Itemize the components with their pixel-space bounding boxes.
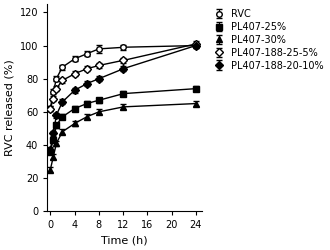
Legend: RVC, PL407-25%, PL407-30%, PL407-188-25-5%, PL407-188-20-10%: RVC, PL407-25%, PL407-30%, PL407-188-25-… <box>210 9 324 71</box>
X-axis label: Time (h): Time (h) <box>101 236 148 246</box>
Y-axis label: RVC released (%): RVC released (%) <box>4 59 14 156</box>
